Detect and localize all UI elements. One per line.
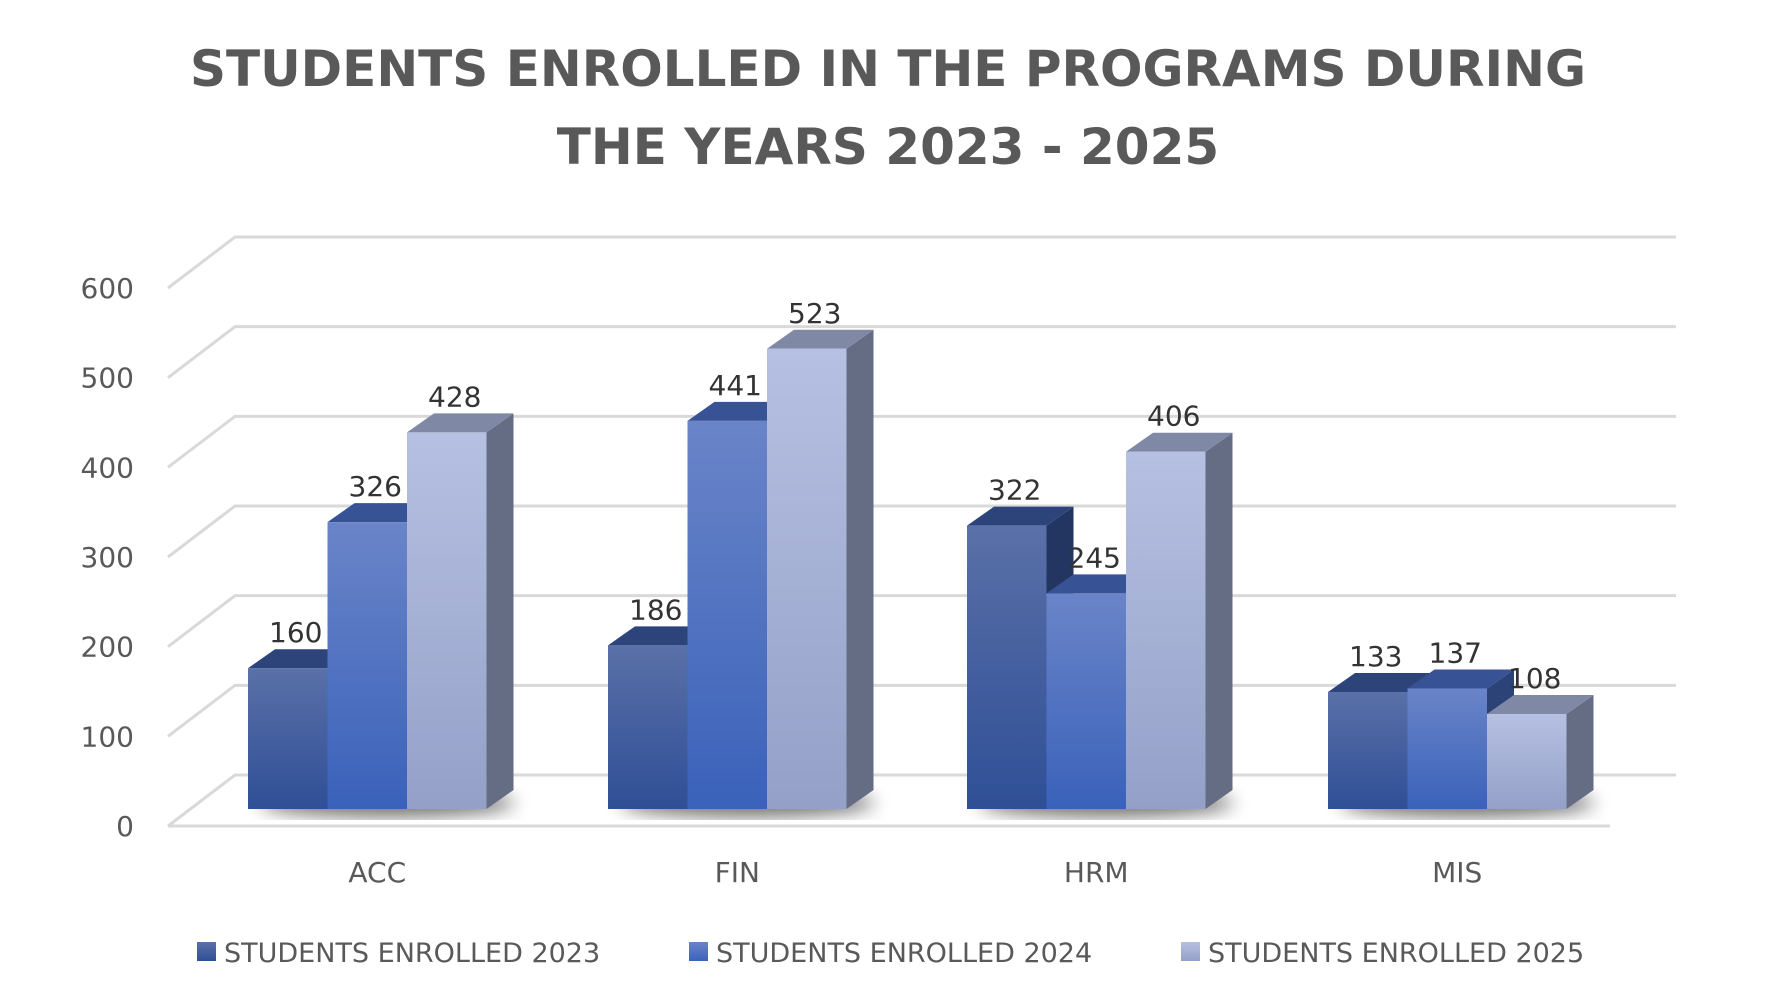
bar-top [407,413,514,433]
data-label: 406 [1147,400,1200,433]
legend-label: STUDENTS ENROLLED 2023 [224,938,600,969]
bar-side [1566,694,1594,809]
data-label: 137 [1429,636,1482,669]
chart-title-line-1: STUDENTS ENROLLED IN THE PROGRAMS DURING [190,40,1586,98]
bar-top [1407,669,1514,689]
bar-side [1205,432,1233,809]
data-label: 133 [1349,640,1402,673]
bar-front [967,525,1047,809]
y-tick-label: 500 [81,362,134,395]
y-tick-label: 0 [116,810,134,843]
bar-top [1328,672,1435,692]
legend-swatch [197,942,216,961]
chart-title-line-2: THE YEARS 2023 - 2025 [557,118,1219,176]
legend-label: STUDENTS ENROLLED 2024 [716,938,1092,969]
gridline [167,414,1676,469]
data-label: 326 [349,470,402,503]
y-tick-label: 200 [81,631,134,664]
bar-top [767,329,874,349]
bar-front [1487,713,1567,809]
x-tick-label: MIS [1432,856,1482,889]
data-label: 441 [709,369,762,402]
bar-front [1126,451,1206,809]
data-label: 428 [428,380,481,413]
legend-label: STUDENTS ENROLLED 2025 [1208,938,1584,969]
data-label: 322 [988,474,1041,507]
y-tick-label: 100 [81,720,134,753]
data-label: 108 [1508,662,1561,695]
bar-side [846,329,874,809]
bar-top [1126,432,1233,452]
x-tick-label: ACC [348,856,406,889]
data-label: 186 [629,593,682,626]
legend-swatch [1181,942,1200,961]
bar-acc-2: 428 [407,380,514,809]
bar-front [327,522,407,809]
x-tick-label: FIN [715,856,760,889]
bar-top [967,506,1074,526]
y-tick-label: 300 [81,541,134,574]
bar-front [1046,593,1126,809]
x-tick-label: HRM [1064,856,1129,889]
bar-mis-2: 108 [1487,662,1594,809]
gridline [167,235,1676,290]
bar-hrm-2: 406 [1126,400,1233,809]
y-tick-label: 400 [81,451,134,484]
bar-front [767,348,847,809]
bar-top [1487,694,1594,714]
gridline [167,325,1676,379]
data-label: 523 [788,297,841,330]
bar-front [1407,688,1487,809]
bar-front [407,432,487,809]
bar-front [608,645,688,809]
bar-side [486,413,514,809]
bar-fin-2: 523 [767,297,874,809]
legend-swatch [689,942,708,961]
bar-front [687,420,767,809]
y-tick-label: 600 [81,272,134,305]
bar-front [248,668,328,809]
bar-front [1328,691,1408,809]
data-label: 245 [1068,541,1121,574]
data-label: 160 [269,616,322,649]
